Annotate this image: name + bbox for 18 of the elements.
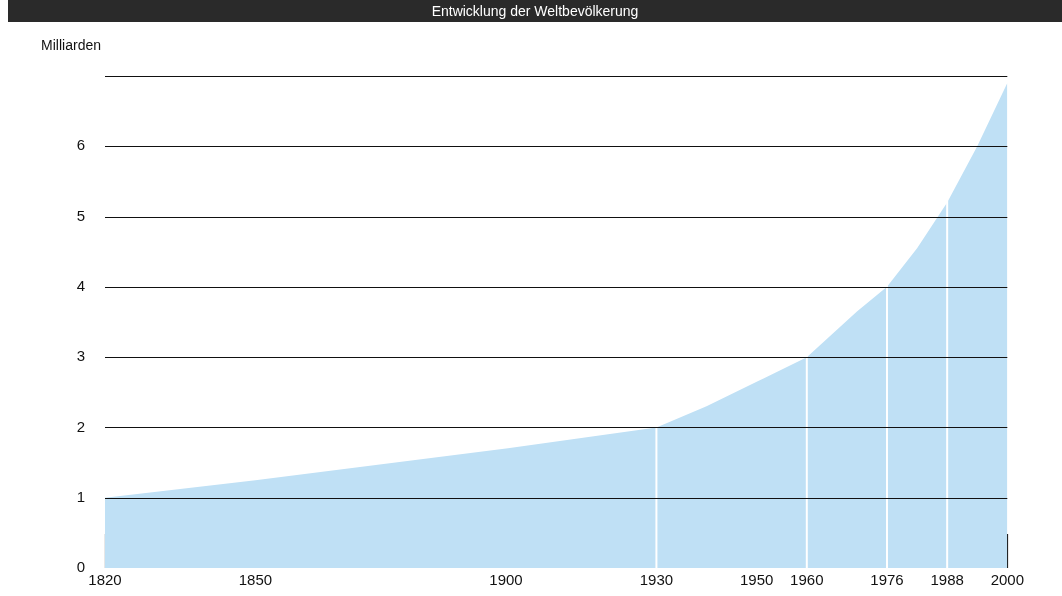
y-tick-label: 1 [76,487,85,505]
x-tick-label: 1850 [238,571,273,589]
y-tick-label: 0 [76,558,85,576]
y-tick-label: 5 [76,206,85,224]
y-tick-label: 4 [76,277,85,294]
x-tick-label: 1950 [739,571,774,589]
y-axis-title: Milliarden [41,36,101,53]
y-tick-label: 3 [76,347,85,365]
chart-title: Entwicklung der Weltbevölkerung [8,0,1062,22]
y-tick-label: 6 [76,136,85,154]
x-tick-label: 1976 [870,571,904,589]
x-tick-label: 1820 [88,571,122,589]
x-tick-label: 1930 [639,571,674,589]
x-tick-label: 1988 [930,571,964,589]
y-tick-label: 2 [76,417,85,435]
x-tick-label: 1960 [790,571,824,589]
x-tick-label: 2000 [990,571,1024,589]
x-tick-label: 1900 [489,571,523,589]
